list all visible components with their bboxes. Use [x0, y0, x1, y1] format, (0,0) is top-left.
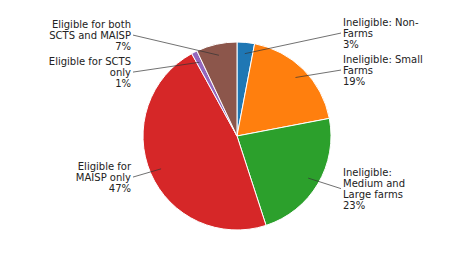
slices	[143, 42, 331, 230]
slice-label-line: 23%	[343, 200, 365, 211]
slice-label-line: Eligible for both	[52, 19, 131, 30]
slice-label-line: Medium and	[343, 178, 405, 189]
leader-line	[308, 178, 341, 189]
slice-label-line: SCTS and MAISP	[49, 30, 131, 41]
slice-label-line: only	[110, 67, 131, 78]
slice-label-line: 1%	[115, 78, 131, 89]
slice-label-line: MAISP only	[76, 172, 131, 183]
pie: Ineligible: Non-Farms3%Ineligible: Small…	[49, 17, 423, 230]
slice-label-line: Farms	[343, 28, 373, 39]
slice-label: Eligible for SCTSonly1%	[49, 56, 131, 89]
slice-label-line: 3%	[343, 39, 359, 50]
slice	[143, 54, 266, 230]
slice-label-line: Eligible for SCTS	[49, 56, 131, 67]
slice-label: Ineligible: Non-Farms3%	[343, 17, 419, 50]
slice-label-line: Ineligible: Non-	[343, 17, 419, 28]
slice-label-line: Farms	[343, 65, 373, 76]
leader-line	[295, 70, 341, 77]
slice-label-line: 47%	[109, 183, 131, 194]
slice-label-line: 19%	[343, 76, 365, 87]
slice-label-line: Eligible for	[78, 161, 132, 172]
leader-line	[245, 33, 341, 54]
slice-label: Eligible for bothSCTS and MAISP7%	[49, 19, 131, 52]
slice	[197, 42, 237, 136]
leader-line	[133, 169, 161, 177]
slice-label-line: 7%	[115, 41, 131, 52]
chart: Ineligible: Non-Farms3%Ineligible: Small…	[0, 0, 474, 265]
slice-label: Ineligible:Medium andLarge farms23%	[343, 167, 405, 211]
leader-line	[133, 62, 199, 72]
slice-label: Eligible forMAISP only47%	[76, 161, 132, 194]
slice-label-line: Ineligible:	[343, 167, 392, 178]
leader-line	[133, 35, 219, 55]
labels: Ineligible: Non-Farms3%Ineligible: Small…	[49, 17, 423, 211]
slice-label-line: Ineligible: Small	[343, 54, 423, 65]
slice-label-line: Large farms	[343, 189, 403, 200]
slice-label: Ineligible: SmallFarms19%	[343, 54, 423, 87]
